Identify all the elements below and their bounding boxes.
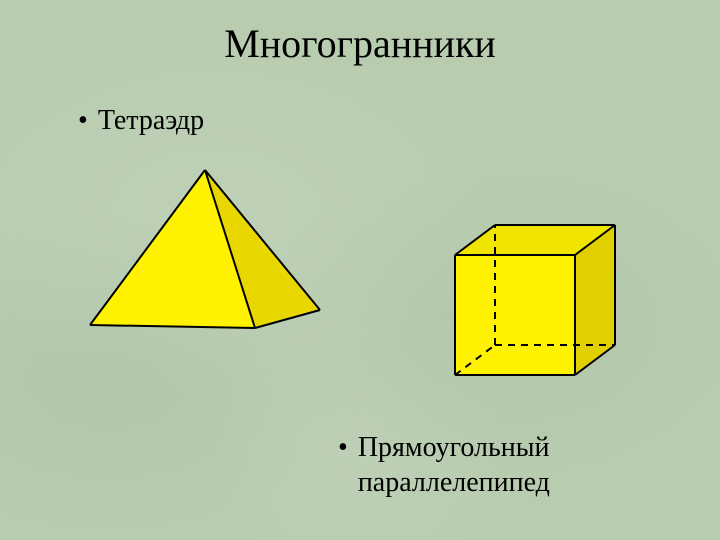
bullet-label: Прямоугольный параллелепипед [358, 430, 688, 500]
tetrahedron-shape [80, 160, 330, 340]
bullet-cuboid: • Прямоугольный параллелепипед [338, 430, 688, 500]
bullet-label: Тетраэдр [98, 105, 204, 137]
cuboid-shape [440, 215, 630, 390]
bullet-icon: • [338, 434, 348, 462]
page-title: Многогранники [0, 0, 720, 67]
bullet-tetrahedron: • Тетраэдр [78, 105, 204, 137]
bullet-icon: • [78, 107, 88, 135]
